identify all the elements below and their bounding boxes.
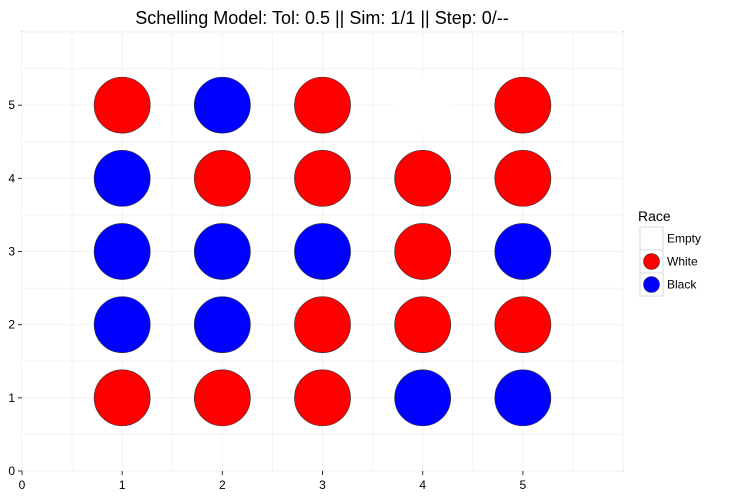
x-tick-label: 0 (19, 478, 26, 492)
legend-label: Black (667, 278, 697, 292)
data-points (93, 76, 552, 427)
legend-key (639, 226, 664, 251)
point-white (494, 149, 552, 207)
point-white (93, 76, 151, 134)
point-black (394, 369, 452, 427)
point-white (494, 76, 552, 134)
x-tick-label: 4 (419, 478, 426, 492)
legend-items: Empty White Black (639, 226, 701, 297)
legend-label: Empty (667, 232, 701, 246)
x-tick-label: 1 (119, 478, 126, 492)
x-tick-label: 3 (319, 478, 326, 492)
chart-title: Schelling Model: Tol: 0.5 || Sim: 1/1 ||… (135, 8, 509, 28)
point-black (93, 296, 151, 354)
point-black (494, 223, 552, 280)
point-black (93, 223, 151, 280)
point-white (294, 296, 351, 354)
legend-swatch-white (643, 253, 660, 270)
y-tick-label: 0 (8, 464, 15, 478)
y-axis: 0 1 2 3 4 5 (8, 98, 22, 478)
point-white (494, 296, 552, 354)
legend-label: White (667, 255, 698, 269)
point-white (193, 369, 251, 427)
point-black (193, 76, 251, 134)
y-tick-label: 3 (8, 245, 15, 259)
legend-title: Race (638, 208, 671, 224)
point-black (294, 223, 351, 280)
point-white (394, 223, 452, 280)
point-black (193, 296, 251, 354)
y-tick-label: 4 (8, 171, 15, 185)
x-tick-label: 2 (219, 478, 226, 492)
point-white (394, 149, 452, 207)
y-tick-label: 5 (8, 98, 15, 112)
x-tick-label: 5 (519, 478, 526, 492)
point-white (93, 369, 151, 427)
point-black (93, 149, 151, 207)
y-tick-label: 2 (8, 318, 15, 332)
x-axis: 0 1 2 3 4 5 (19, 471, 526, 492)
plot-area (21, 31, 624, 472)
point-black (193, 223, 251, 280)
y-tick-label: 1 (8, 391, 15, 405)
point-empty (394, 77, 451, 134)
point-white (394, 296, 452, 354)
point-white (294, 369, 351, 427)
point-white (193, 149, 251, 207)
point-black (494, 369, 552, 427)
legend: Race Empty White Black (638, 208, 701, 297)
point-white (294, 76, 351, 134)
point-white (294, 149, 351, 207)
legend-swatch-black (643, 276, 660, 293)
